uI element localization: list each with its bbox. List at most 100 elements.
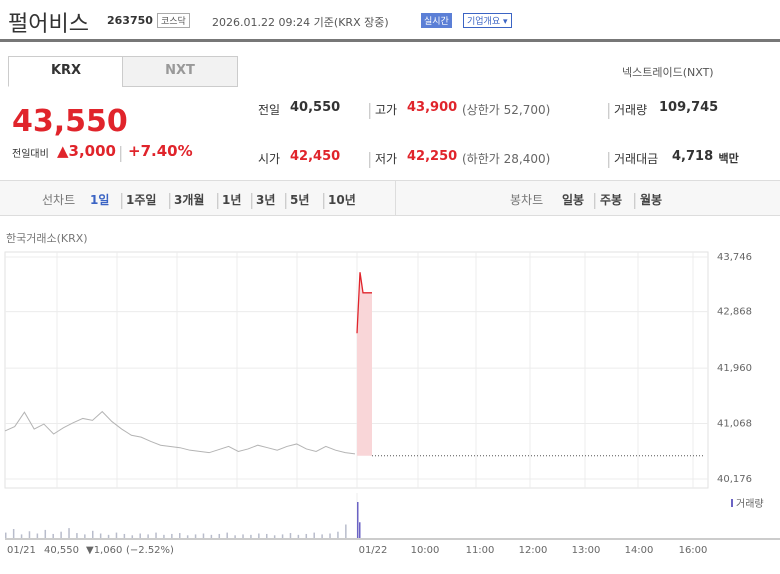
timestamp: 2026.01.22 09:24 기준(KRX 장중) — [212, 16, 389, 29]
volume-legend-swatch — [731, 499, 733, 507]
period-bar — [0, 180, 780, 216]
volume-bar — [194, 534, 197, 538]
company-info[interactable]: 기업개요 ▾ — [463, 13, 512, 28]
volume-bar — [329, 533, 331, 538]
volume-bar — [202, 533, 205, 538]
field-label: 전일 — [258, 103, 281, 117]
tab[interactable]: NXT — [122, 56, 238, 87]
period-option[interactable]: 3년 — [256, 193, 276, 207]
x-tick-label: 13:00 — [572, 545, 601, 556]
volume-bar — [76, 533, 78, 538]
volume-bar — [297, 534, 300, 538]
volume-bar — [107, 534, 110, 538]
volume-bar — [139, 533, 141, 538]
separator: | — [249, 190, 255, 209]
today-area — [357, 272, 372, 456]
period-option[interactable]: 1년 — [222, 193, 242, 207]
header-rule — [0, 39, 780, 42]
volume-bar — [242, 534, 244, 538]
period-option[interactable]: 주봉 — [600, 193, 623, 207]
volume-bar — [281, 534, 284, 538]
footer-change: ▼1,060 — [86, 545, 122, 556]
field-note: (하한가 28,400) — [462, 152, 551, 166]
volume-bar — [234, 535, 236, 538]
volume-bar — [5, 532, 7, 538]
y-tick-label: 43,746 — [717, 252, 752, 263]
volume-bar — [115, 532, 118, 538]
period-option[interactable]: 3개월 — [174, 193, 205, 207]
volume-bar — [92, 530, 94, 538]
field-label: 시가 — [258, 152, 281, 166]
separator: | — [367, 100, 373, 119]
field-unit: 백만 — [718, 152, 739, 165]
separator: | — [606, 100, 612, 119]
period-option[interactable]: 1일 — [90, 193, 110, 207]
field-value: 42,450 — [290, 149, 341, 164]
separator: | — [592, 190, 598, 209]
volume-bar — [359, 522, 361, 538]
chart-source: 한국거래소(KRX) — [6, 232, 88, 245]
volume-bar — [357, 502, 359, 538]
field-label: 거래량 — [614, 103, 648, 117]
volume-bar — [171, 533, 173, 538]
volume-bar — [163, 534, 165, 538]
y-tick-label: 41,068 — [717, 419, 752, 430]
volume-bar — [179, 533, 181, 538]
volume-bar — [131, 535, 134, 538]
separator: | — [367, 149, 373, 168]
volume-bar — [266, 533, 268, 538]
volume-bar — [84, 534, 86, 538]
period-option[interactable]: 일봉 — [562, 193, 585, 207]
period-option[interactable]: 5년 — [290, 193, 310, 207]
volume-bar — [44, 529, 47, 538]
volume-bar — [28, 531, 31, 538]
x-tick-label: 11:00 — [466, 545, 495, 556]
separator: | — [283, 190, 289, 209]
separator: | — [167, 190, 173, 209]
volume-bar — [321, 534, 323, 538]
today-line — [356, 272, 372, 334]
x-tick-label: 16:00 — [679, 545, 708, 556]
field-value: 43,900 — [407, 100, 458, 115]
volume-bar — [345, 524, 347, 538]
y-tick-label: 40,176 — [717, 474, 752, 485]
volume-bar — [68, 528, 70, 538]
field-value: 4,718 — [672, 149, 714, 164]
volume-bar — [250, 534, 252, 538]
volume-bar — [60, 531, 62, 538]
x-tick-label: 12:00 — [519, 545, 548, 556]
realtime-badge[interactable]: 실시간 — [421, 13, 452, 28]
volume-bar — [12, 529, 15, 538]
x-tick-label: 10:00 — [411, 545, 440, 556]
y-tick-label: 41,960 — [717, 363, 752, 374]
period-option[interactable]: 1주일 — [126, 193, 157, 207]
period-label: 선차트 — [42, 193, 76, 207]
change-rate: +7.40% — [128, 142, 193, 160]
field-label: 거래대금 — [614, 152, 659, 166]
volume-bar — [305, 533, 308, 538]
market-badge: 코스닥 — [157, 13, 190, 28]
period-label: 봉차트 — [510, 193, 544, 207]
separator: | — [632, 190, 638, 209]
volume-bar — [52, 533, 54, 538]
separator: | — [119, 190, 125, 209]
volume-bar — [186, 535, 189, 538]
volume-bar — [226, 532, 228, 538]
period-option[interactable]: 10년 — [328, 193, 356, 207]
separator: | — [215, 190, 221, 209]
volume-bar — [289, 533, 292, 538]
nxt-link[interactable]: 넥스트레이드(NXT) — [622, 66, 714, 79]
volume-bar — [155, 532, 157, 538]
previous-day-line — [4, 410, 356, 455]
volume-bar — [36, 533, 39, 538]
footer-rate: (−2.52%) — [126, 545, 174, 556]
x-tick-label: 14:00 — [625, 545, 654, 556]
tab[interactable]: KRX — [8, 56, 124, 87]
volume-bar — [147, 534, 149, 538]
volume-legend: 거래량 — [736, 498, 764, 510]
field-value: 109,745 — [659, 100, 719, 115]
period-option[interactable]: 월봉 — [640, 193, 663, 207]
separator: | — [321, 190, 327, 209]
